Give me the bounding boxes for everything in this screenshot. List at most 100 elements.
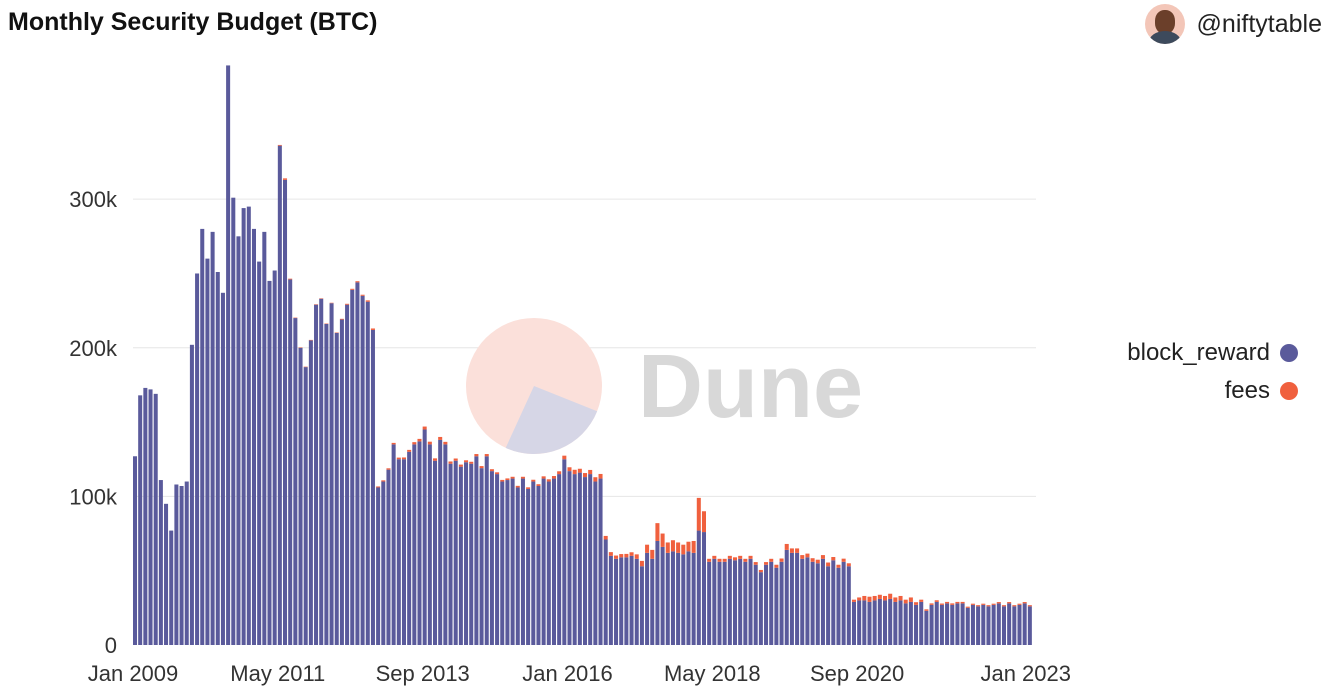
bar-fees[interactable] xyxy=(862,595,867,601)
bar-block-reward[interactable] xyxy=(841,561,846,645)
bar-block-reward[interactable] xyxy=(634,558,639,645)
bar-block-reward[interactable] xyxy=(645,552,650,645)
bar-fees[interactable] xyxy=(1022,602,1027,604)
bar-block-reward[interactable] xyxy=(846,566,851,645)
bar-fees[interactable] xyxy=(696,497,701,531)
bar-block-reward[interactable] xyxy=(676,552,681,645)
bar-block-reward[interactable] xyxy=(743,561,748,645)
bar-fees[interactable] xyxy=(629,552,634,556)
bar-fees[interactable] xyxy=(645,544,650,553)
bar-fees[interactable] xyxy=(758,569,763,573)
bar-fees[interactable] xyxy=(458,464,463,467)
bar-fees[interactable] xyxy=(800,555,805,559)
bar-fees[interactable] xyxy=(805,553,810,558)
bar-fees[interactable] xyxy=(893,597,898,602)
bar-block-reward[interactable] xyxy=(784,549,789,645)
bar-block-reward[interactable] xyxy=(826,566,831,645)
bar-block-reward[interactable] xyxy=(215,271,220,645)
bar-fees[interactable] xyxy=(924,609,929,611)
bar-fees[interactable] xyxy=(391,442,396,445)
bar-fees[interactable] xyxy=(588,469,593,475)
bar-block-reward[interactable] xyxy=(319,298,324,645)
bar-fees[interactable] xyxy=(815,559,820,564)
bar-fees[interactable] xyxy=(562,455,567,460)
bar-block-reward[interactable] xyxy=(701,532,706,645)
bar-block-reward[interactable] xyxy=(603,539,608,645)
bar-block-reward[interactable] xyxy=(877,598,882,645)
bar-block-reward[interactable] xyxy=(370,329,375,645)
bar-fees[interactable] xyxy=(407,449,412,452)
bar-block-reward[interactable] xyxy=(189,344,194,645)
bar-block-reward[interactable] xyxy=(939,604,944,645)
bar-fees[interactable] xyxy=(1001,605,1006,607)
bar-block-reward[interactable] xyxy=(1022,603,1027,645)
bar-block-reward[interactable] xyxy=(484,456,489,645)
bar-fees[interactable] xyxy=(577,468,582,473)
bar-fees[interactable] xyxy=(764,562,769,565)
bar-block-reward[interactable] xyxy=(836,567,841,645)
bar-block-reward[interactable] xyxy=(500,481,505,645)
bar-block-reward[interactable] xyxy=(283,179,288,646)
bar-block-reward[interactable] xyxy=(515,487,520,645)
bar-fees[interactable] xyxy=(288,278,293,280)
bar-fees[interactable] xyxy=(433,458,438,461)
bar-fees[interactable] xyxy=(510,476,515,479)
bar-fees[interactable] xyxy=(665,542,670,553)
bar-fees[interactable] xyxy=(495,472,500,475)
bar-fees[interactable] xyxy=(370,328,375,330)
bar-block-reward[interactable] xyxy=(458,466,463,645)
bar-block-reward[interactable] xyxy=(670,551,675,645)
bar-fees[interactable] xyxy=(427,441,432,445)
bar-block-reward[interactable] xyxy=(148,389,153,645)
bar-fees[interactable] xyxy=(603,535,608,540)
bar-fees[interactable] xyxy=(965,606,970,608)
bar-fees[interactable] xyxy=(283,178,288,180)
bar-block-reward[interactable] xyxy=(298,347,303,645)
bar-block-reward[interactable] xyxy=(857,600,862,645)
bar-block-reward[interactable] xyxy=(293,318,298,645)
bar-fees[interactable] xyxy=(634,554,639,559)
bar-block-reward[interactable] xyxy=(945,603,950,645)
bar-fees[interactable] xyxy=(500,479,505,482)
bar-block-reward[interactable] xyxy=(769,561,774,645)
bar-block-reward[interactable] xyxy=(577,472,582,645)
bar-fees[interactable] xyxy=(360,294,365,296)
bar-fees[interactable] xyxy=(1007,602,1012,604)
bar-block-reward[interactable] xyxy=(779,561,784,645)
bar-block-reward[interactable] xyxy=(551,478,556,645)
bar-fees[interactable] xyxy=(386,468,391,470)
bar-fees[interactable] xyxy=(960,601,965,604)
bar-fees[interactable] xyxy=(872,595,877,601)
bar-block-reward[interactable] xyxy=(820,558,825,645)
bar-block-reward[interactable] xyxy=(789,552,794,645)
bar-fees[interactable] xyxy=(484,454,489,457)
bar-block-reward[interactable] xyxy=(955,603,960,645)
bar-block-reward[interactable] xyxy=(727,558,732,645)
bar-block-reward[interactable] xyxy=(567,471,572,645)
bar-fees[interactable] xyxy=(707,558,712,562)
bar-block-reward[interactable] xyxy=(851,601,856,645)
bar-block-reward[interactable] xyxy=(867,601,872,645)
bar-block-reward[interactable] xyxy=(438,439,443,645)
bar-fees[interactable] xyxy=(489,469,494,472)
bar-block-reward[interactable] xyxy=(712,558,717,645)
bar-fees[interactable] xyxy=(453,458,458,461)
bar-block-reward[interactable] xyxy=(795,552,800,645)
bar-fees[interactable] xyxy=(1017,603,1022,605)
bar-fees[interactable] xyxy=(681,544,686,555)
bar-block-reward[interactable] xyxy=(489,471,494,645)
bar-block-reward[interactable] xyxy=(1027,606,1032,645)
bar-block-reward[interactable] xyxy=(883,600,888,645)
bar-fees[interactable] xyxy=(727,555,732,559)
bar-block-reward[interactable] xyxy=(738,558,743,645)
author-name[interactable]: @niftytable xyxy=(1196,9,1322,38)
bar-block-reward[interactable] xyxy=(345,304,350,645)
bar-block-reward[interactable] xyxy=(1012,606,1017,645)
bar-block-reward[interactable] xyxy=(251,228,256,645)
bar-block-reward[interactable] xyxy=(965,607,970,645)
bar-fees[interactable] xyxy=(639,560,644,567)
bar-block-reward[interactable] xyxy=(133,456,138,645)
bar-block-reward[interactable] xyxy=(324,324,329,645)
bar-fees[interactable] xyxy=(769,558,774,562)
bar-block-reward[interactable] xyxy=(536,485,541,645)
